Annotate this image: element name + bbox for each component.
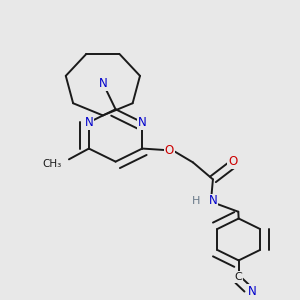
Text: CH₃: CH₃ — [42, 159, 62, 169]
Text: O: O — [228, 155, 238, 168]
Text: H: H — [192, 196, 200, 206]
Text: N: N — [248, 285, 256, 298]
Text: O: O — [165, 144, 174, 157]
Text: N: N — [208, 194, 217, 207]
Text: C: C — [235, 272, 242, 282]
Text: N: N — [85, 116, 93, 129]
Text: N: N — [138, 116, 147, 129]
Text: N: N — [98, 76, 107, 90]
